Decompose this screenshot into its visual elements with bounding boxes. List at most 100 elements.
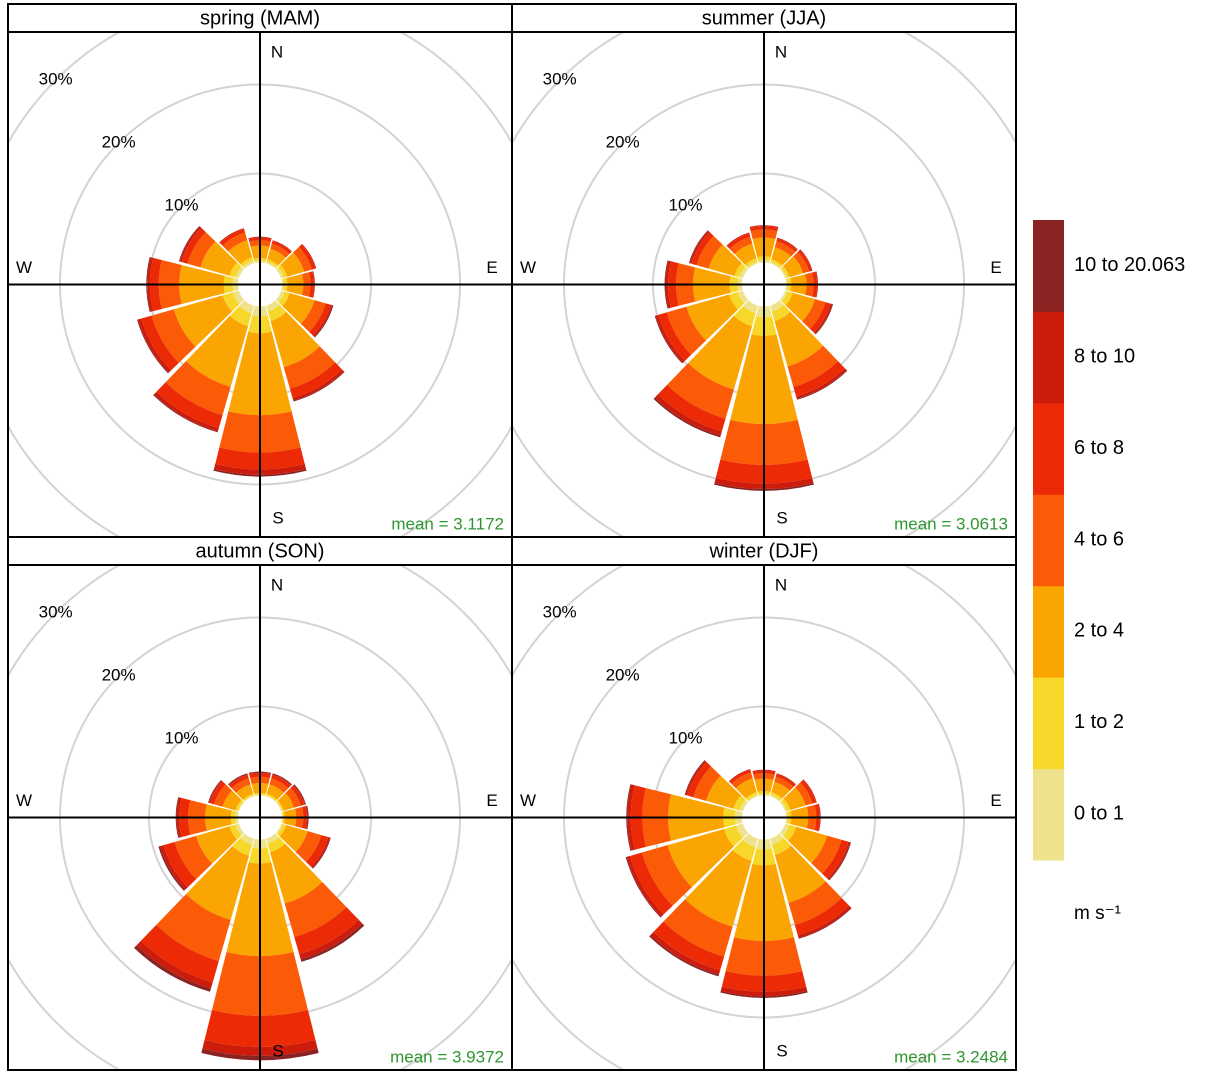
wind-segment — [641, 845, 692, 906]
wind-segment — [771, 247, 792, 266]
wind-segment — [687, 762, 712, 798]
wind-segment — [213, 469, 307, 477]
wind-segment — [736, 823, 749, 838]
wind-segment — [293, 246, 312, 272]
wind-segment — [175, 797, 180, 838]
wind-segment — [770, 833, 784, 845]
wind-segment — [800, 779, 816, 804]
wind-segment — [781, 291, 793, 306]
wind-segment — [802, 299, 826, 329]
legend-title: m s⁻¹ — [1074, 903, 1121, 924]
wind-segment — [266, 784, 284, 800]
wind-segment — [181, 227, 206, 264]
wind-segment — [232, 837, 253, 856]
wind-segment — [774, 845, 826, 903]
wind-segment — [248, 236, 272, 239]
wind-segment — [270, 243, 290, 258]
wind-segment — [306, 805, 309, 830]
compass-label: E — [990, 258, 1001, 277]
wind-segment — [235, 266, 245, 279]
compass-label: E — [990, 791, 1001, 810]
compass-label: W — [520, 258, 536, 277]
wind-segment — [222, 790, 242, 811]
compass-label: S — [272, 1041, 283, 1060]
wind-segment — [232, 290, 245, 305]
wind-segment — [244, 795, 254, 802]
wind-segment — [312, 304, 333, 337]
legend-swatch — [1033, 220, 1064, 312]
wind-segment — [796, 368, 847, 399]
compass-label: W — [16, 791, 32, 810]
legend-swatch — [1033, 768, 1064, 861]
wind-segment — [229, 824, 242, 840]
compass-label: W — [16, 258, 32, 277]
wind-segment — [728, 768, 751, 782]
wind-segment — [770, 259, 783, 268]
wind-segment — [249, 772, 271, 775]
wind-segment — [200, 241, 238, 276]
wind-segment — [686, 294, 738, 341]
wind-segment — [627, 784, 635, 851]
wind-segment — [272, 774, 292, 786]
wind-segment — [729, 292, 745, 310]
ring-label: 10% — [164, 728, 198, 747]
wind-segment — [743, 300, 758, 314]
mean-label: mean = 3.9372 — [390, 1047, 504, 1066]
wind-segment — [696, 235, 723, 269]
wind-segment — [732, 839, 756, 861]
wind-segment — [745, 792, 758, 801]
wind-segment — [734, 263, 746, 278]
wind-segment — [298, 244, 316, 270]
wind-segment — [781, 266, 790, 278]
wind-segment — [280, 252, 305, 277]
wind-segment — [222, 232, 248, 252]
wind-segment — [733, 306, 756, 327]
legend-swatch — [1033, 677, 1064, 770]
wind-segment — [179, 226, 202, 262]
wind-segment — [720, 986, 808, 997]
wind-segment — [275, 290, 285, 303]
wind-segment — [731, 772, 753, 789]
wind-segment — [185, 315, 249, 387]
wind-segment — [727, 233, 751, 249]
wind-segment — [272, 773, 292, 786]
wind-segment — [771, 837, 792, 855]
wind-segment — [279, 825, 308, 852]
wind-segment — [783, 824, 797, 841]
wind-segment — [285, 787, 301, 808]
compass-label: S — [776, 508, 787, 527]
plot-area — [8, 32, 512, 537]
ring-label: 10% — [668, 195, 702, 214]
panel-header — [511, 536, 1017, 566]
wind-segment — [151, 309, 196, 363]
wind-segment — [739, 799, 749, 812]
wind-segment — [305, 835, 329, 867]
wind-segment — [822, 839, 849, 879]
wind-segment — [214, 784, 233, 807]
wind-segment — [271, 241, 292, 254]
wind-segment — [770, 261, 781, 269]
wind-segment — [160, 845, 188, 890]
wind-segment — [266, 833, 279, 844]
wind-segment — [729, 236, 753, 254]
wind-segment — [788, 826, 828, 864]
wind-segment — [771, 304, 791, 322]
wind-segment — [269, 843, 323, 904]
compass-label: N — [271, 42, 283, 61]
legend-swatch — [1033, 311, 1064, 404]
wind-segment — [665, 260, 671, 309]
wind-segment — [276, 800, 284, 812]
wind-segment — [629, 852, 673, 915]
wind-segment — [240, 833, 254, 845]
compass-label: E — [486, 258, 497, 277]
wind-segment — [777, 237, 798, 251]
wind-segment — [749, 225, 779, 228]
wind-segment — [312, 271, 315, 298]
legend-label: 4 to 6 — [1074, 528, 1124, 550]
wind-segment — [813, 303, 833, 334]
